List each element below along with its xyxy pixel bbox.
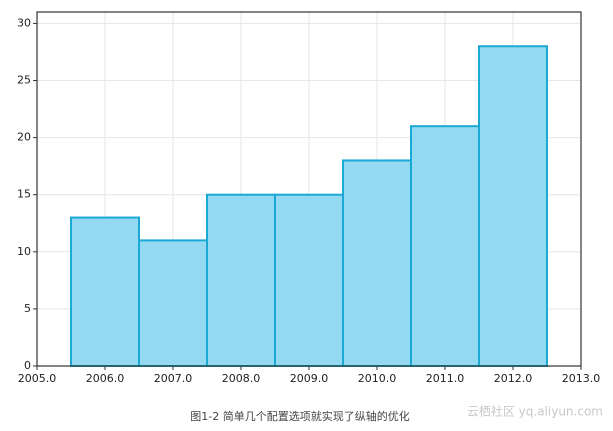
- y-tick-label: 20: [17, 131, 31, 144]
- y-tick-label: 25: [17, 74, 31, 87]
- y-tick-label: 0: [24, 359, 31, 372]
- x-tick-label: 2013.0: [562, 372, 601, 385]
- x-tick-label: 2007.0: [154, 372, 193, 385]
- bar: [274, 193, 344, 367]
- x-tick-label: 2009.0: [290, 372, 329, 385]
- x-tick-label: 2005.0: [18, 372, 57, 385]
- bar: [410, 125, 480, 368]
- x-tick-label: 2006.0: [86, 372, 125, 385]
- plot-frame: [36, 11, 582, 367]
- y-tick-label: 30: [17, 16, 31, 29]
- x-tick-label: 2008.0: [222, 372, 261, 385]
- x-tick-label: 2012.0: [494, 372, 533, 385]
- caption: 图1-2 简单几个配置选项就实现了纵轴的优化: [190, 409, 409, 423]
- bar: [478, 45, 548, 368]
- x-tick-label: 2010.0: [358, 372, 397, 385]
- bar: [138, 239, 208, 367]
- bar: [206, 193, 276, 367]
- y-tick-label: 10: [17, 245, 31, 258]
- x-tick-label: 2011.0: [426, 372, 465, 385]
- bar: [342, 159, 412, 367]
- y-tick-label: 15: [17, 188, 31, 201]
- y-tick-label: 5: [24, 302, 31, 315]
- watermark: 云栖社区 yq.aliyun.com: [467, 404, 603, 419]
- bar: [70, 216, 140, 367]
